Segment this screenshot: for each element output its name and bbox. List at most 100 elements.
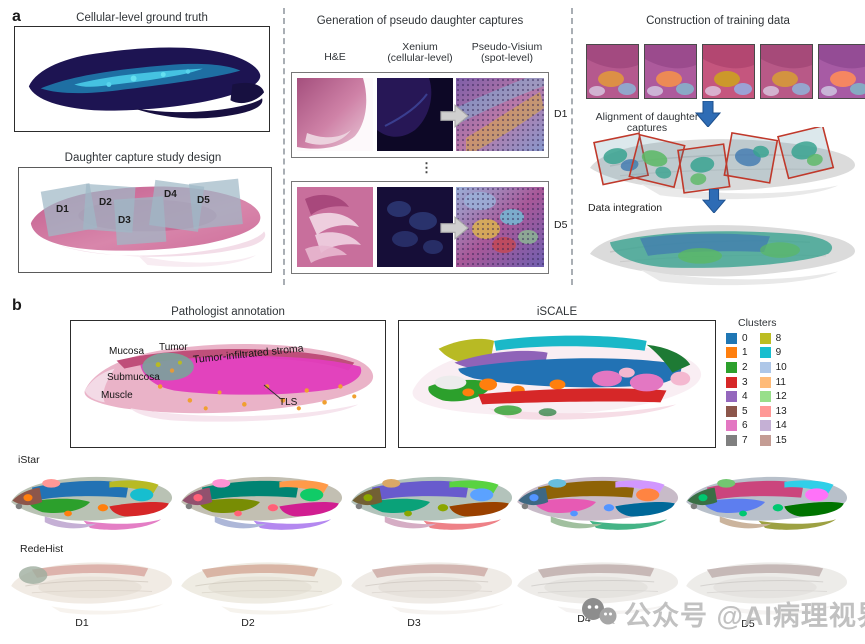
- training-thumbnail-2: [644, 44, 697, 99]
- legend-item: 13: [759, 404, 787, 419]
- legend-label: 12: [775, 391, 787, 403]
- capture-d1-label: D1: [56, 204, 69, 215]
- alignment-label-line2: captures: [626, 122, 668, 134]
- istar-map-d1: [11, 476, 173, 530]
- integration-image: [589, 224, 856, 286]
- training-title: Construction of training data: [646, 15, 790, 27]
- legend-swatch: [759, 332, 771, 344]
- legend-swatch: [759, 376, 771, 388]
- legend-label: 9: [775, 347, 782, 359]
- istar-map-d2: [181, 476, 343, 530]
- training-thumbnail-4: [760, 44, 813, 99]
- legend-item: 9: [759, 346, 787, 361]
- legend-swatch: [759, 361, 771, 373]
- down-arrow-icon: [695, 101, 721, 127]
- redehist-map-d1: [10, 561, 173, 616]
- bottom-label-d1: D1: [75, 617, 89, 629]
- annotation-box: Mucosa Tumor Tumor-infiltrated stroma Su…: [70, 320, 386, 448]
- legend-label: 15: [775, 434, 787, 446]
- capture-d5-label: D5: [197, 195, 210, 206]
- annotation-image: [84, 344, 374, 422]
- legend-label: 1: [742, 347, 748, 359]
- legend-item: 7: [726, 433, 748, 448]
- legend-swatch: [726, 405, 737, 417]
- capture-d2-label: D2: [99, 197, 112, 208]
- study-design-image: [30, 178, 266, 267]
- alignment-image: [589, 127, 856, 200]
- clusters-legend: 0 1 2 3 4 5 6 7 8 9 10 11 12 13 14 15: [726, 331, 787, 448]
- ground-truth-image: [28, 47, 265, 119]
- training-thumbnail-5: [818, 44, 865, 99]
- legend-swatch: [726, 391, 737, 403]
- legend-label: 5: [742, 405, 748, 417]
- annotation-tls-label: TLS: [279, 397, 298, 408]
- legend-swatch: [759, 420, 771, 432]
- watermark-text: 公众号 @AI病理视界: [624, 601, 865, 631]
- legend-label: 10: [775, 361, 787, 373]
- right-arrow-icon: [440, 104, 469, 128]
- legend-label: 0: [742, 332, 748, 344]
- legend-label: 4: [742, 391, 748, 403]
- ground-truth-box: [14, 26, 270, 132]
- legend-swatch: [726, 434, 737, 446]
- alignment-label: Alignment of daughter captures: [588, 112, 706, 134]
- istar-row-label: iStar: [18, 454, 40, 466]
- visium-d5-image: [456, 187, 544, 267]
- pseudo-row-d1-label: D1: [554, 108, 568, 120]
- legend-label: 8: [775, 332, 782, 344]
- rows-ellipsis: ⋮: [420, 160, 433, 175]
- legend-swatch: [759, 434, 771, 446]
- redehist-row-label: RedeHist: [20, 543, 64, 555]
- legend-label: 11: [775, 376, 786, 388]
- bottom-label-d5: D5: [741, 618, 755, 630]
- panel-a-letter: a: [12, 8, 21, 25]
- study-design-title: Daughter capture study design: [64, 152, 222, 164]
- annotation-title: Pathologist annotation: [171, 306, 285, 318]
- redehist-map-d2: [180, 561, 343, 616]
- legend-label: 2: [742, 361, 748, 373]
- legend-swatch: [759, 391, 771, 403]
- training-thumbnails: [586, 44, 865, 99]
- tls-pointer-line: [263, 384, 282, 400]
- col-xenium-line2: (cellular-level): [387, 52, 453, 64]
- xenium-d5-image: [377, 187, 453, 267]
- iscale-title: iSCALE: [536, 306, 578, 318]
- legend-swatch: [726, 332, 737, 344]
- legend-item: 11: [759, 375, 787, 390]
- pseudo-row-d5-label: D5: [554, 219, 568, 231]
- he-d5-image: [297, 187, 373, 267]
- legend-item: 5: [726, 404, 748, 419]
- annotation-mucosa-label: Mucosa: [109, 346, 145, 357]
- legend-item: 6: [726, 419, 748, 434]
- redehist-map-d3: [350, 561, 513, 616]
- iscale-image: [412, 335, 702, 420]
- xenium-d1-image: [377, 78, 453, 151]
- wechat-icon: [582, 598, 617, 625]
- pseudo-row-d5-box: [291, 181, 549, 274]
- divider-left: [283, 8, 285, 285]
- legend-label: 3: [742, 376, 748, 388]
- divider-right: [571, 8, 573, 285]
- legend-title: Clusters: [738, 317, 777, 329]
- legend-label: 14: [775, 420, 787, 432]
- col-xenium-line1: Xenium: [402, 41, 438, 53]
- legend-label: 6: [742, 420, 748, 432]
- col-he-header: H&E: [324, 51, 346, 63]
- he-d1-image: [297, 78, 373, 151]
- col-visium-header: Pseudo-Visium (spot-level): [460, 42, 554, 64]
- legend-item: 3: [726, 375, 748, 390]
- legend-swatch: [726, 376, 737, 388]
- istar-map-d5: [686, 476, 848, 530]
- bottom-label-d3: D3: [407, 617, 421, 629]
- col-visium-line1: Pseudo-Visium: [471, 41, 543, 53]
- col-xenium-header: Xenium (cellular-level): [376, 42, 464, 64]
- visium-d1-image: [456, 78, 544, 151]
- bottom-label-d2: D2: [241, 617, 255, 629]
- legend-label: 7: [742, 434, 748, 446]
- legend-swatch: [726, 347, 737, 359]
- annotation-tumor-label: Tumor: [159, 342, 188, 353]
- pseudo-row-d1-box: [291, 72, 549, 158]
- study-design-box: D1 D2 D3 D4 D5: [18, 167, 272, 273]
- istar-map-d3: [351, 476, 513, 530]
